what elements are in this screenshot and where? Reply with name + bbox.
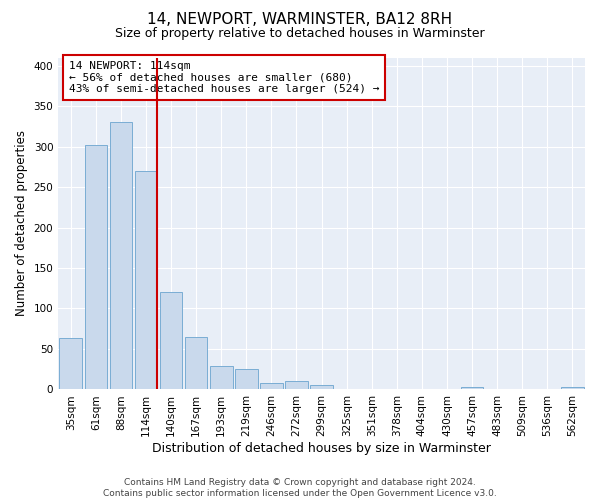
Bar [561,387,584,390]
Bar [160,292,182,390]
Bar [310,386,333,390]
Bar [235,369,257,390]
Bar [134,171,157,390]
Bar [59,338,82,390]
Bar [85,145,107,390]
Text: 14 NEWPORT: 114sqm
← 56% of detached houses are smaller (680)
43% of semi-detach: 14 NEWPORT: 114sqm ← 56% of detached hou… [69,61,379,94]
Bar [210,366,233,390]
Text: 14, NEWPORT, WARMINSTER, BA12 8RH: 14, NEWPORT, WARMINSTER, BA12 8RH [148,12,452,28]
Bar [110,122,132,390]
Bar [185,337,208,390]
X-axis label: Distribution of detached houses by size in Warminster: Distribution of detached houses by size … [152,442,491,455]
Text: Contains HM Land Registry data © Crown copyright and database right 2024.
Contai: Contains HM Land Registry data © Crown c… [103,478,497,498]
Text: Size of property relative to detached houses in Warminster: Size of property relative to detached ho… [115,28,485,40]
Bar [461,387,484,390]
Bar [285,380,308,390]
Bar [260,383,283,390]
Y-axis label: Number of detached properties: Number of detached properties [15,130,28,316]
